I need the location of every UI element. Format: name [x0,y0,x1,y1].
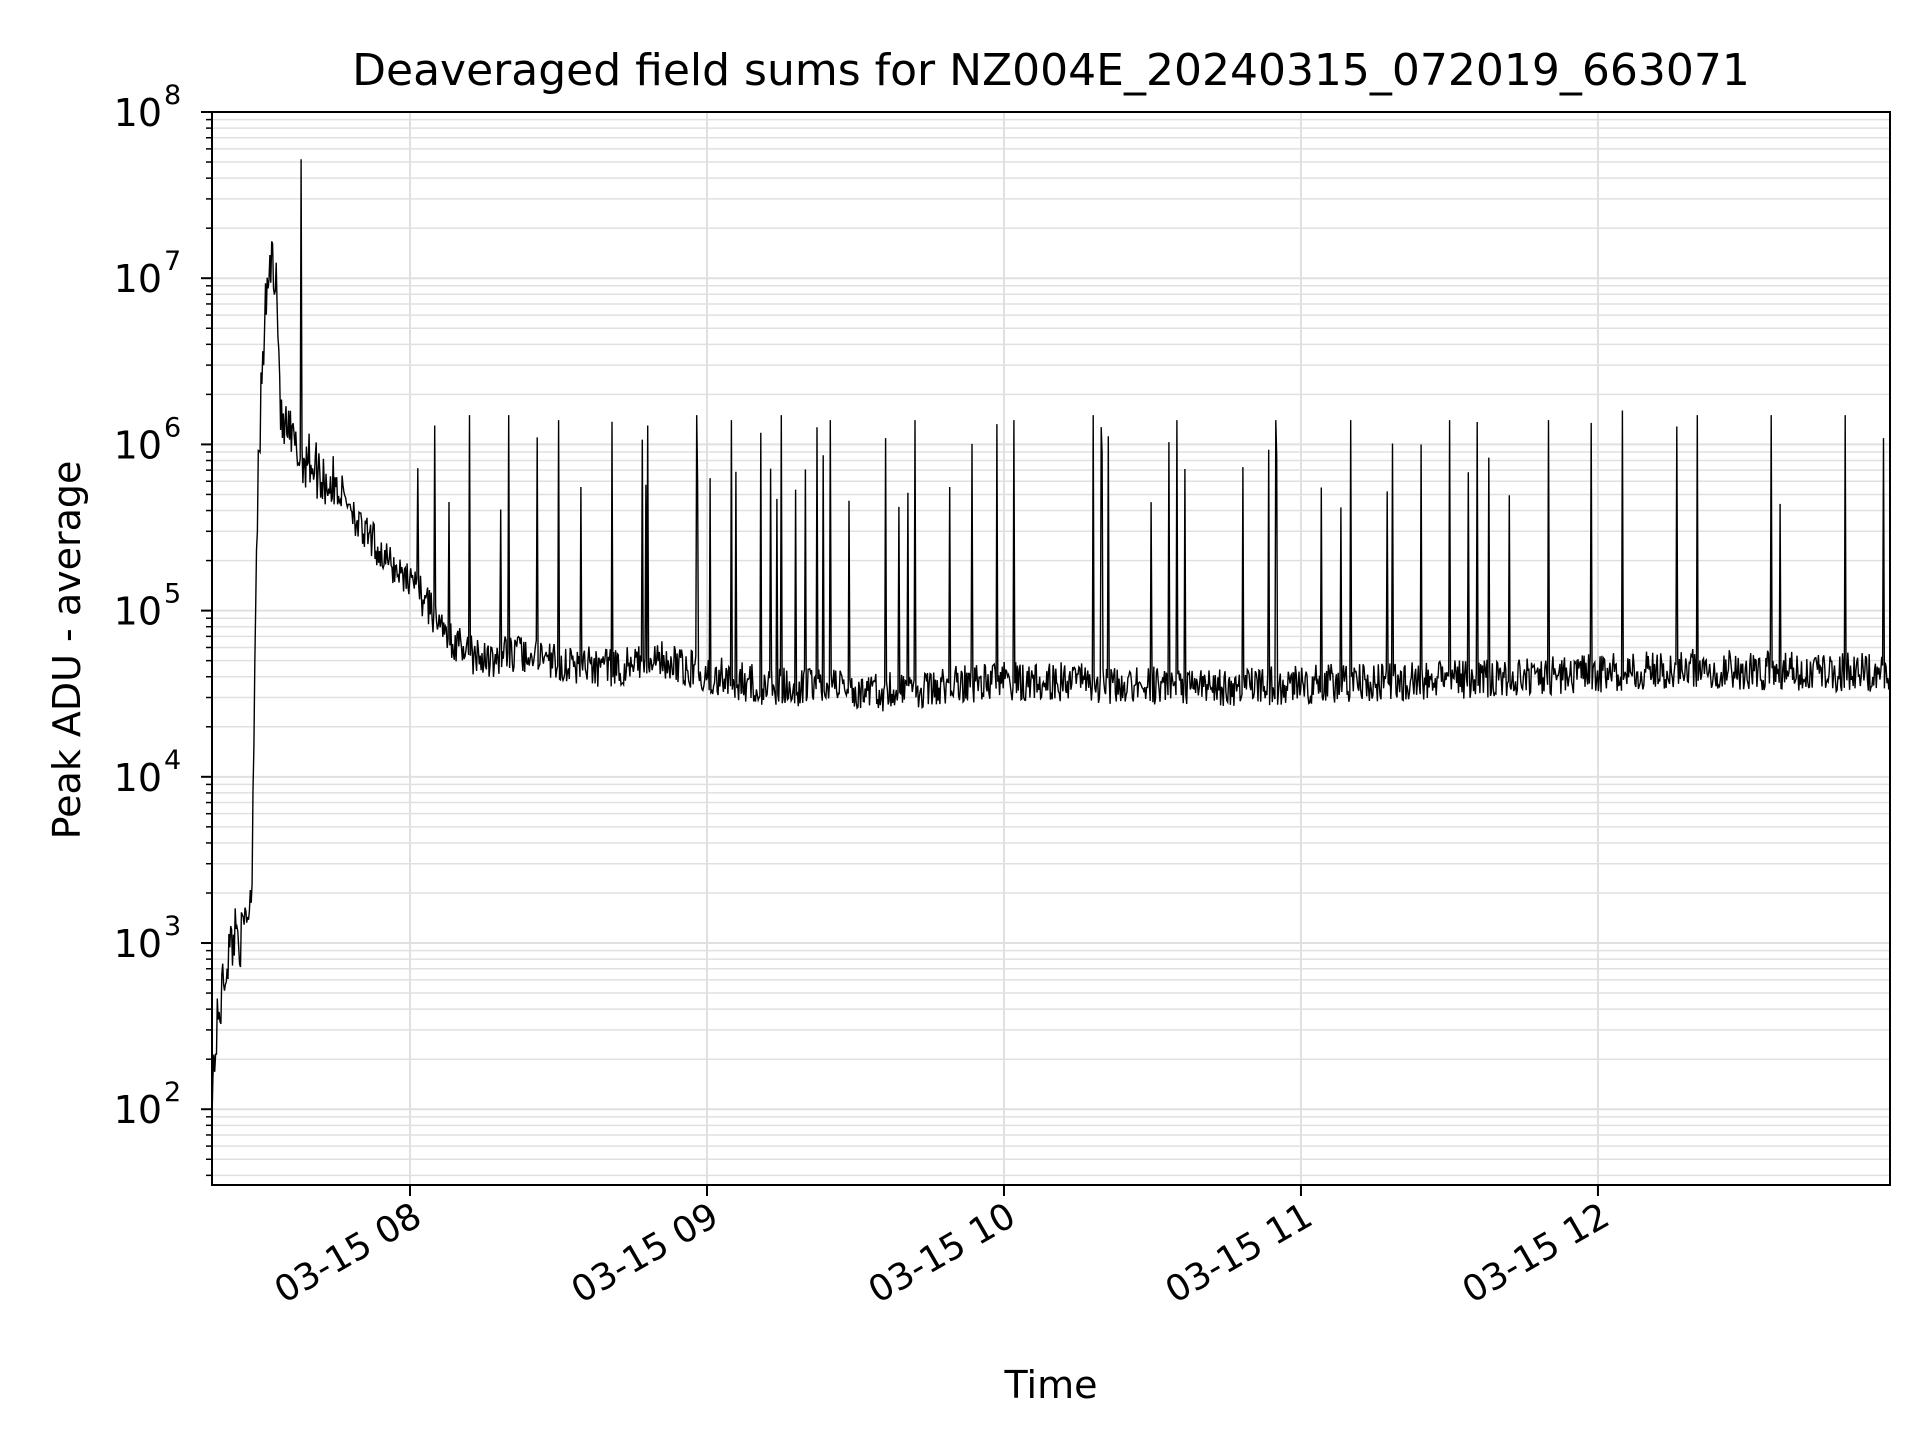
x-axis-label: Time [1004,1363,1098,1407]
grid [212,112,1890,1185]
y-tick-label: 10 [114,91,162,135]
series-line [211,159,1891,1121]
y-tick-exponent: 2 [164,1077,181,1108]
y-tick-label: 10 [114,257,162,301]
y-tick-exponent: 3 [164,911,181,942]
y-tick-label: 10 [114,756,162,800]
y-tick-exponent: 6 [164,412,181,443]
y-tick-label: 10 [114,590,162,634]
y-tick-exponent: 4 [164,745,181,776]
axes-frame [211,111,1891,1186]
series-path [211,159,1891,1121]
y-tick-label: 10 [114,423,162,467]
y-tick-exponent: 7 [164,246,181,277]
y-tick-exponent: 5 [164,579,181,610]
y-axis-label: Peak ADU - average [45,461,89,840]
chart-title: Deaveraged field sums for NZ004E_2024031… [352,45,1750,96]
y-tick-label: 10 [114,922,162,966]
y-tick-label: 10 [114,1088,162,1132]
y-tick-exponent: 8 [164,80,181,111]
